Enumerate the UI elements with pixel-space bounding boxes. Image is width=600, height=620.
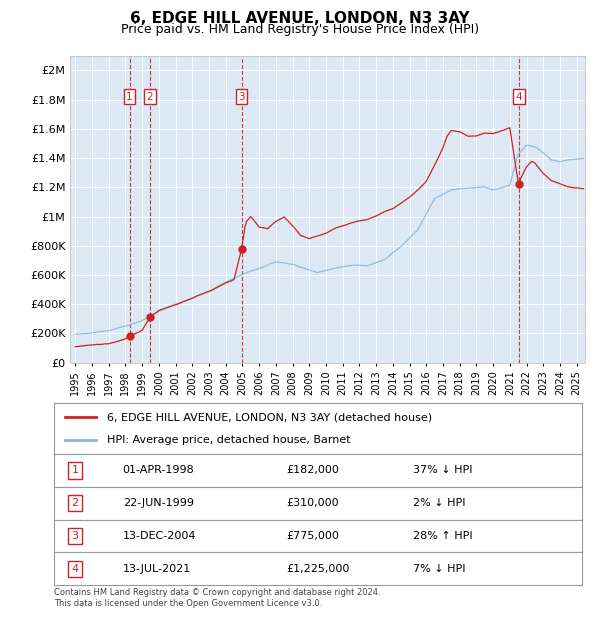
Text: 13-DEC-2004: 13-DEC-2004 (122, 531, 196, 541)
Text: 6, EDGE HILL AVENUE, LONDON, N3 3AY (detached house): 6, EDGE HILL AVENUE, LONDON, N3 3AY (det… (107, 412, 432, 422)
Text: 2: 2 (71, 498, 79, 508)
Text: 22-JUN-1999: 22-JUN-1999 (122, 498, 194, 508)
Text: Contains HM Land Registry data © Crown copyright and database right 2024.
This d: Contains HM Land Registry data © Crown c… (54, 588, 380, 608)
Text: £182,000: £182,000 (286, 465, 339, 476)
Text: £310,000: £310,000 (286, 498, 339, 508)
Text: 3: 3 (71, 531, 79, 541)
Text: 1: 1 (71, 465, 79, 476)
Text: HPI: Average price, detached house, Barnet: HPI: Average price, detached house, Barn… (107, 435, 350, 445)
Text: 28% ↑ HPI: 28% ↑ HPI (413, 531, 473, 541)
Text: £775,000: £775,000 (286, 531, 339, 541)
Text: £1,225,000: £1,225,000 (286, 564, 350, 574)
Text: 37% ↓ HPI: 37% ↓ HPI (413, 465, 473, 476)
Text: 2: 2 (146, 92, 153, 102)
Text: Price paid vs. HM Land Registry's House Price Index (HPI): Price paid vs. HM Land Registry's House … (121, 23, 479, 36)
Text: 3: 3 (238, 92, 245, 102)
Text: 6, EDGE HILL AVENUE, LONDON, N3 3AY: 6, EDGE HILL AVENUE, LONDON, N3 3AY (130, 11, 470, 25)
Text: 4: 4 (71, 564, 79, 574)
Text: 2% ↓ HPI: 2% ↓ HPI (413, 498, 466, 508)
Text: 1: 1 (126, 92, 133, 102)
Text: 13-JUL-2021: 13-JUL-2021 (122, 564, 191, 574)
Text: 7% ↓ HPI: 7% ↓ HPI (413, 564, 466, 574)
Text: 4: 4 (515, 92, 522, 102)
Text: 01-APR-1998: 01-APR-1998 (122, 465, 194, 476)
